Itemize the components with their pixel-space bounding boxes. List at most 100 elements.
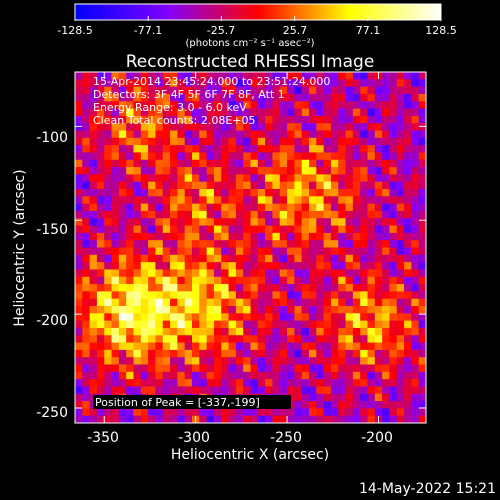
heatmap-cell [235,86,244,95]
heatmap-cell [111,386,120,395]
heatmap-cell [126,342,134,351]
heatmap-cell [352,415,361,424]
heatmap-cell [309,218,317,226]
heatmap-cell [96,379,105,387]
heatmap-cell [287,342,295,351]
heatmap-cell [367,335,376,343]
heatmap-cell [192,196,200,205]
heatmap-cell [148,225,156,234]
heatmap-cell [287,357,295,365]
heatmap-cell [345,218,354,226]
heatmap-cell [287,335,295,343]
heatmap-cell [228,196,237,205]
heatmap-cell [206,232,215,241]
heatmap-cell [367,240,376,248]
heatmap-cell [75,86,83,95]
heatmap-cell [199,371,208,380]
heatmap-cell [250,408,259,417]
heatmap-cell [177,225,186,234]
heatmap-cell [301,218,310,226]
heatmap-cell [140,79,149,88]
heatmap-cell [184,240,193,248]
heatmap-cell [111,342,120,351]
heatmap-cell [338,240,346,248]
heatmap-cell [221,225,229,234]
heatmap-cell [243,86,251,95]
heatmap-cell [155,137,164,146]
heatmap-cell [140,276,149,285]
x-tick-label: -350 [87,430,119,446]
heatmap-cell [118,115,127,124]
heatmap-cell [360,101,368,109]
heatmap-cell [418,130,427,139]
heatmap-cell [104,247,112,256]
heatmap-cell [82,284,91,292]
heatmap-cell [411,196,420,205]
heatmap-cell [382,306,390,314]
heatmap-cell [140,72,149,80]
heatmap-cell [206,254,215,263]
heatmap-cell [272,225,281,234]
heatmap-cell [162,284,171,292]
heatmap-cell [177,210,186,219]
heatmap-cell [89,349,98,358]
heatmap-cell [221,137,229,146]
heatmap-cell [104,254,112,263]
heatmap-cell [418,313,427,322]
chart-title: Reconstructed RHESSI Image [125,52,375,72]
heatmap-cell [265,189,273,197]
heatmap-cell [82,371,91,380]
heatmap-cell [382,327,390,336]
heatmap-cell [272,79,281,88]
heatmap-cell [213,240,222,248]
heatmap-cell [323,86,332,95]
heatmap-cell [133,101,142,109]
heatmap-cell [250,115,259,124]
heatmap-cell [243,284,251,292]
heatmap-cell [221,342,229,351]
heatmap-cell [323,313,332,322]
heatmap-cell [287,291,295,300]
heatmap-cell [126,181,134,190]
heatmap-cell [126,72,134,80]
heatmap-cell [82,130,91,139]
heatmap-cell [192,232,200,241]
heatmap-cell [272,342,281,351]
heatmap-cell [330,189,339,197]
heatmap-cell [235,232,244,241]
heatmap-cell [360,137,368,146]
heatmap-cell [404,210,412,219]
heatmap-cell [360,247,368,256]
heatmap-cell [133,254,142,263]
heatmap-cell [89,291,98,300]
heatmap-cell [287,284,295,292]
heatmap-cell [265,115,273,124]
heatmap-cell [287,72,295,80]
heatmap-cell [374,181,383,190]
heatmap-cell [118,145,127,153]
heatmap-cell [243,349,251,358]
heatmap-cell [82,196,91,205]
heatmap-cell [411,357,420,365]
heatmap-cell [257,203,266,212]
heatmap-cell [374,335,383,343]
heatmap-cell [301,225,310,234]
heatmap-cell [170,189,178,197]
heatmap-cell [301,174,310,183]
heatmap-cell [199,364,208,373]
heatmap-cell [279,203,288,212]
heatmap-cell [221,415,229,424]
heatmap-cell [213,79,222,88]
heatmap-cell [243,335,251,343]
heatmap-cell [382,291,390,300]
heatmap-cell [404,371,412,380]
heatmap-cell [338,364,346,373]
heatmap-cell [162,262,171,270]
heatmap-cell [323,379,332,387]
heatmap-cell [206,371,215,380]
heatmap-cell [206,210,215,219]
heatmap-cell [404,115,412,124]
heatmap-cell [133,196,142,205]
heatmap-cell [228,415,237,424]
heatmap-cell [352,408,361,417]
